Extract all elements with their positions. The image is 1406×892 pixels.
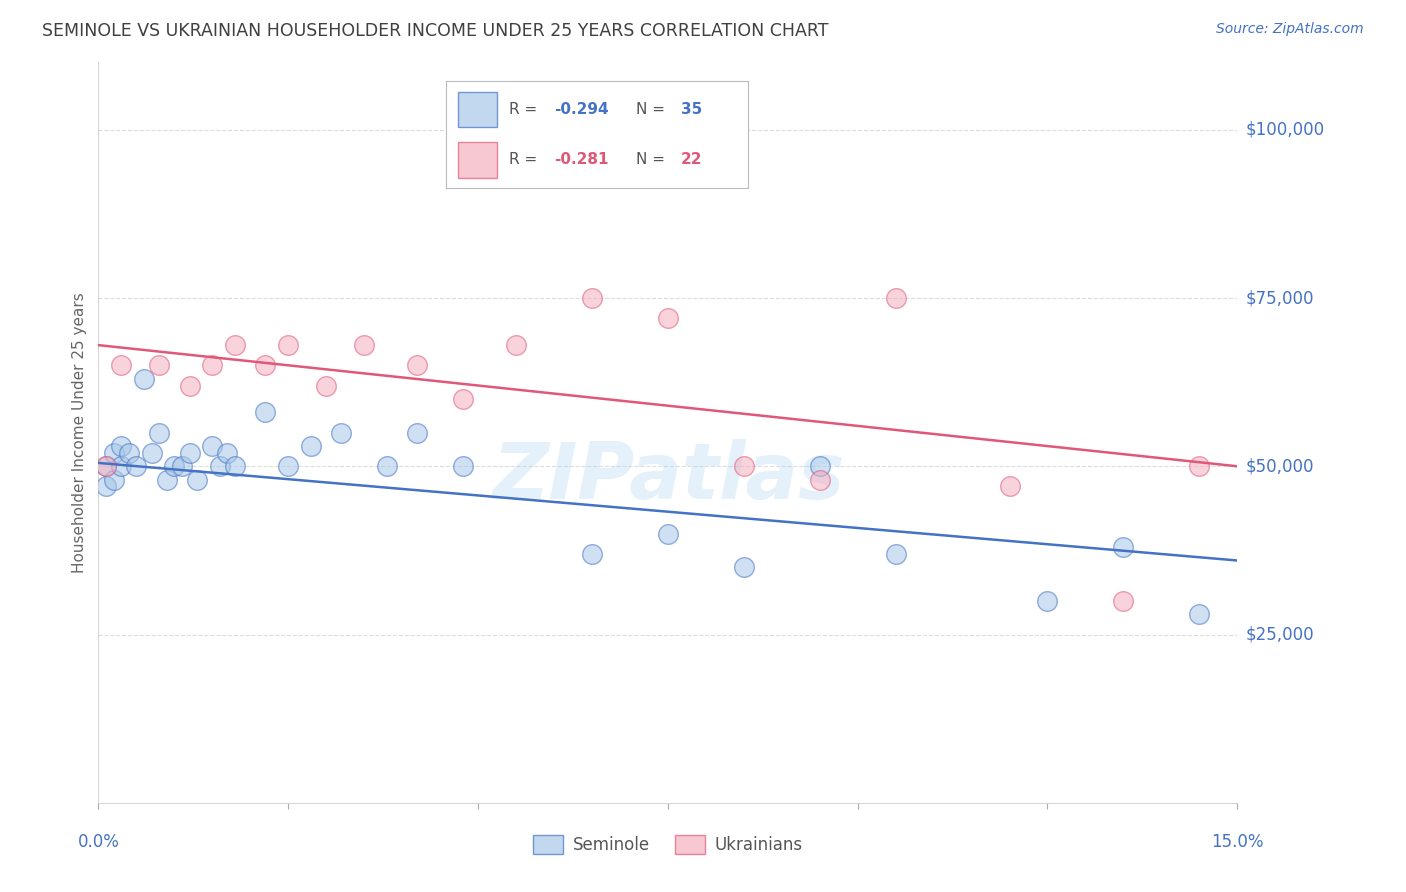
Point [186,473,208,487]
Point [1036,594,1059,608]
Text: $50,000: $50,000 [1246,458,1315,475]
Text: Source: ZipAtlas.com: Source: ZipAtlas.com [1216,22,1364,37]
Point [110,439,132,453]
Point [201,439,224,453]
Point [125,459,148,474]
Point [375,459,398,474]
Point [254,405,277,419]
Point [1188,459,1211,474]
Point [657,526,679,541]
Point [581,547,603,561]
Point [94,479,117,493]
Point [141,446,163,460]
Point [110,359,132,373]
Point [733,560,755,574]
Point [353,338,375,352]
Point [94,459,117,474]
Point [208,459,231,474]
Point [103,446,125,460]
Point [998,479,1021,493]
Text: $75,000: $75,000 [1246,289,1315,307]
Point [808,473,831,487]
Point [406,425,429,440]
Point [110,459,132,474]
Text: $100,000: $100,000 [1246,120,1324,139]
Point [201,359,224,373]
Text: 15.0%: 15.0% [1211,833,1264,851]
Point [103,473,125,487]
Point [505,338,527,352]
Point [277,459,299,474]
Point [808,459,831,474]
Point [224,338,246,352]
Y-axis label: Householder Income Under 25 years: Householder Income Under 25 years [72,293,87,573]
Point [406,359,429,373]
Point [1112,540,1135,554]
Text: 0.0%: 0.0% [77,833,120,851]
Point [330,425,353,440]
Point [657,311,679,326]
Point [148,359,170,373]
Point [170,459,193,474]
Point [118,446,141,460]
Point [163,459,186,474]
Point [148,425,170,440]
Point [884,291,907,305]
Point [733,459,755,474]
Point [315,378,337,392]
Point [1112,594,1135,608]
Text: ZIPatlas: ZIPatlas [492,439,844,515]
Point [179,446,201,460]
Point [94,459,117,474]
Point [884,547,907,561]
Point [451,459,474,474]
Point [254,359,277,373]
Point [1188,607,1211,622]
Point [217,446,239,460]
Text: SEMINOLE VS UKRAINIAN HOUSEHOLDER INCOME UNDER 25 YEARS CORRELATION CHART: SEMINOLE VS UKRAINIAN HOUSEHOLDER INCOME… [42,22,828,40]
Point [299,439,322,453]
Point [277,338,299,352]
Point [451,392,474,406]
Point [156,473,179,487]
Legend: Seminole, Ukrainians: Seminole, Ukrainians [526,829,810,861]
Point [179,378,201,392]
Point [224,459,246,474]
Point [581,291,603,305]
Point [132,372,155,386]
Text: $25,000: $25,000 [1246,625,1315,643]
